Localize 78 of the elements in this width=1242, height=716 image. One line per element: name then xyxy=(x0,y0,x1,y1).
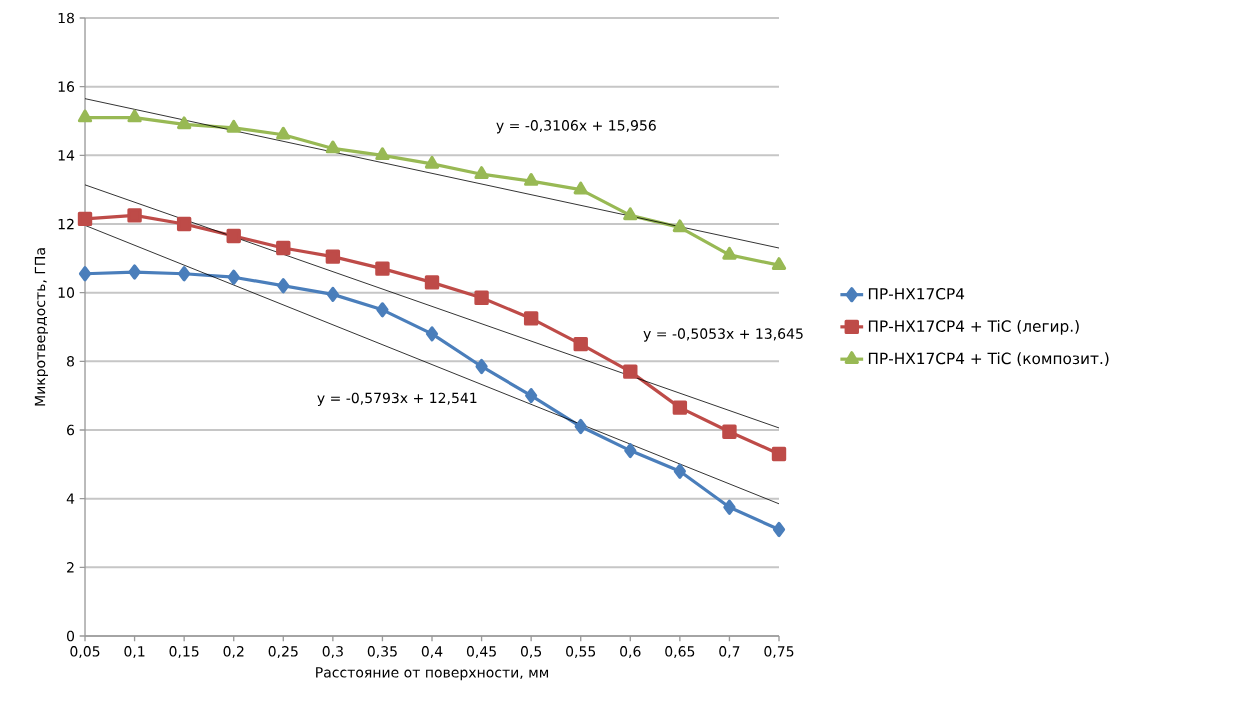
x-tick-label: 0,15 xyxy=(169,646,199,659)
annotation: y = -0,5053x + 13,645 xyxy=(643,328,803,342)
point xyxy=(474,290,489,306)
y-tick-label: 6 xyxy=(67,424,75,436)
point xyxy=(78,266,92,282)
x-tick-label: 0,75 xyxy=(764,646,794,659)
point xyxy=(573,181,588,195)
point xyxy=(178,266,191,282)
point xyxy=(276,240,291,256)
x-tick-label: 0,2 xyxy=(223,646,244,659)
point xyxy=(523,311,539,326)
x-axis-title: Расстояние от поверхности, мм xyxy=(316,667,549,681)
legend-label: ПР-НХ17СР4 + TiC (легир.) xyxy=(868,320,1079,335)
point xyxy=(77,109,93,123)
point xyxy=(672,219,687,233)
point xyxy=(574,418,587,435)
point xyxy=(722,424,737,439)
point xyxy=(77,211,93,227)
point xyxy=(277,278,290,294)
point xyxy=(723,499,736,515)
point xyxy=(325,140,341,154)
point xyxy=(128,264,141,280)
point xyxy=(772,521,786,538)
point xyxy=(424,275,440,290)
annotation: y = -0,5793x + 12,541 xyxy=(317,392,477,406)
point xyxy=(326,286,339,302)
x-tick-label: 0,35 xyxy=(367,646,397,659)
y-tick-label: 0 xyxy=(66,630,75,642)
x-tick-label: 0,45 xyxy=(466,646,496,659)
point xyxy=(525,388,538,404)
y-tick-label: 16 xyxy=(58,81,75,92)
point xyxy=(127,109,142,123)
x-tick-label: 0,3 xyxy=(322,646,343,659)
x-tick-label: 0,7 xyxy=(719,646,740,659)
y-tick-label: 12 xyxy=(58,218,74,230)
point xyxy=(424,155,440,169)
y-axis-title: Микротвердость, ГПа xyxy=(34,248,48,406)
point xyxy=(227,269,240,285)
x-tick-label: 0,25 xyxy=(268,646,298,659)
point xyxy=(226,119,241,133)
point xyxy=(623,364,638,379)
y-tick-label: 18 xyxy=(58,12,74,24)
x-tick-label: 0,05 xyxy=(70,646,100,659)
point xyxy=(376,302,389,318)
point xyxy=(623,207,638,221)
y-tick-label: 8 xyxy=(67,356,74,367)
point xyxy=(375,261,390,276)
point xyxy=(475,358,488,375)
y-tick-label: 10 xyxy=(58,287,75,298)
x-tick-label: 0,55 xyxy=(566,646,596,659)
point xyxy=(771,257,787,270)
x-tick-label: 0,1 xyxy=(124,646,145,659)
point xyxy=(624,442,637,459)
x-tick-label: 0,6 xyxy=(620,646,641,659)
annotation: y = -0,3106x + 15,956 xyxy=(496,120,656,134)
point xyxy=(177,116,192,130)
point xyxy=(524,173,539,186)
legend-label: ПР-НХ17СР4 + TiC (композит.) xyxy=(868,352,1109,367)
point xyxy=(573,336,588,352)
x-tick-label: 0,4 xyxy=(421,646,443,659)
point xyxy=(672,400,688,415)
x-tick-label: 0,65 xyxy=(665,646,695,659)
point xyxy=(474,166,489,179)
point xyxy=(673,463,686,479)
point xyxy=(226,228,241,244)
point xyxy=(771,446,787,462)
point xyxy=(176,216,192,232)
y-tick-label: 4 xyxy=(66,493,75,504)
point xyxy=(276,126,291,140)
y-tick-label: 14 xyxy=(58,150,75,161)
point xyxy=(375,147,390,161)
legend-label: ПР-НХ17СР4 xyxy=(868,287,965,300)
y-tick-label: 2 xyxy=(67,562,74,573)
point xyxy=(325,249,341,264)
point xyxy=(127,208,142,223)
x-tick-label: 0,5 xyxy=(520,646,542,659)
point xyxy=(722,246,737,260)
point xyxy=(425,326,439,342)
